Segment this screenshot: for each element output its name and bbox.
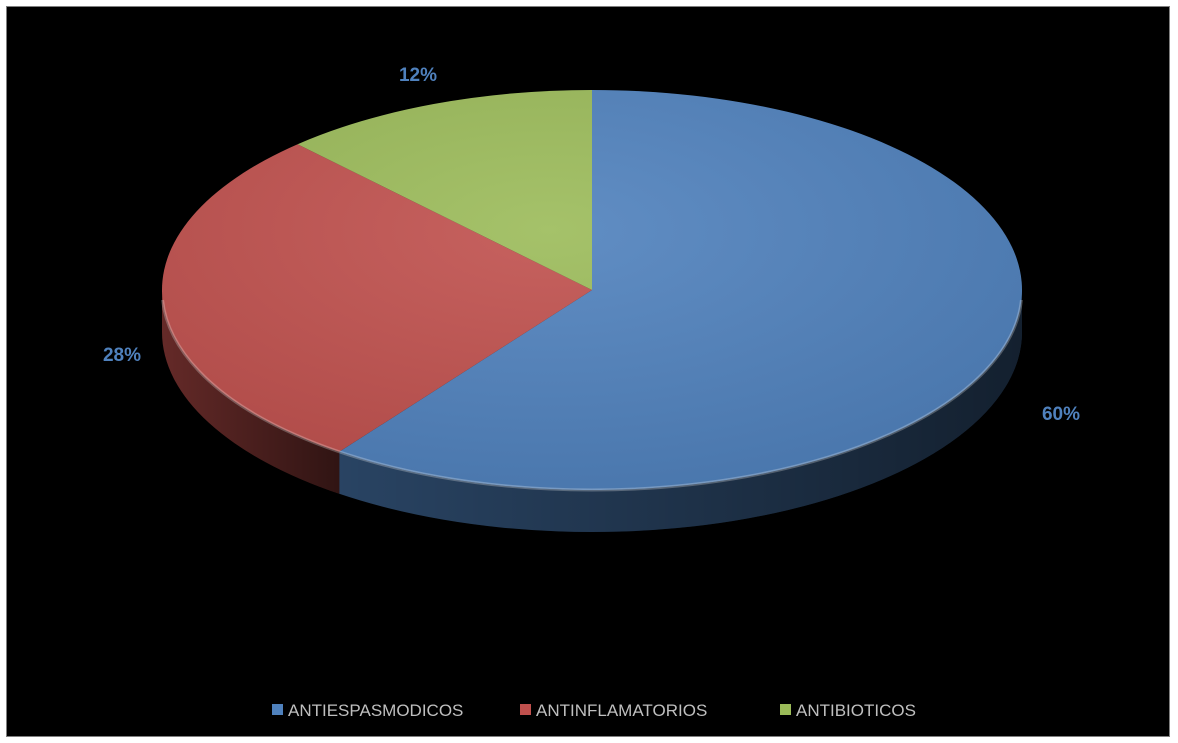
legend-swatch-antinflamatorios [520,704,531,715]
pie-sides [161,290,1023,532]
pie-top-shading [162,90,1022,490]
pie-side-shade-antiespasmodicos [339,290,1023,532]
data-label-antiespasmodicos: 60% [1042,404,1080,425]
legend-swatch-antiespasmodicos [272,704,283,715]
pie-slices [161,90,1023,492]
legend-label-antibioticos: ANTIBIOTICOS [796,701,916,720]
legend-label-antiespasmodicos: ANTIESPASMODICOS [288,701,463,720]
legend-label-antinflamatorios: ANTINFLAMATORIOS [536,701,707,720]
legend-swatch-antibioticos [780,704,791,715]
pie-side-shade-antinflamatorios [161,290,340,494]
pie-rim-highlight [161,299,1023,492]
data-label-antinflamatorios: 28% [103,345,141,366]
data-label-antibioticos: 12% [399,65,437,86]
legend: ANTIESPASMODICOS ANTINFLAMATORIOS ANTIBI… [272,701,916,720]
